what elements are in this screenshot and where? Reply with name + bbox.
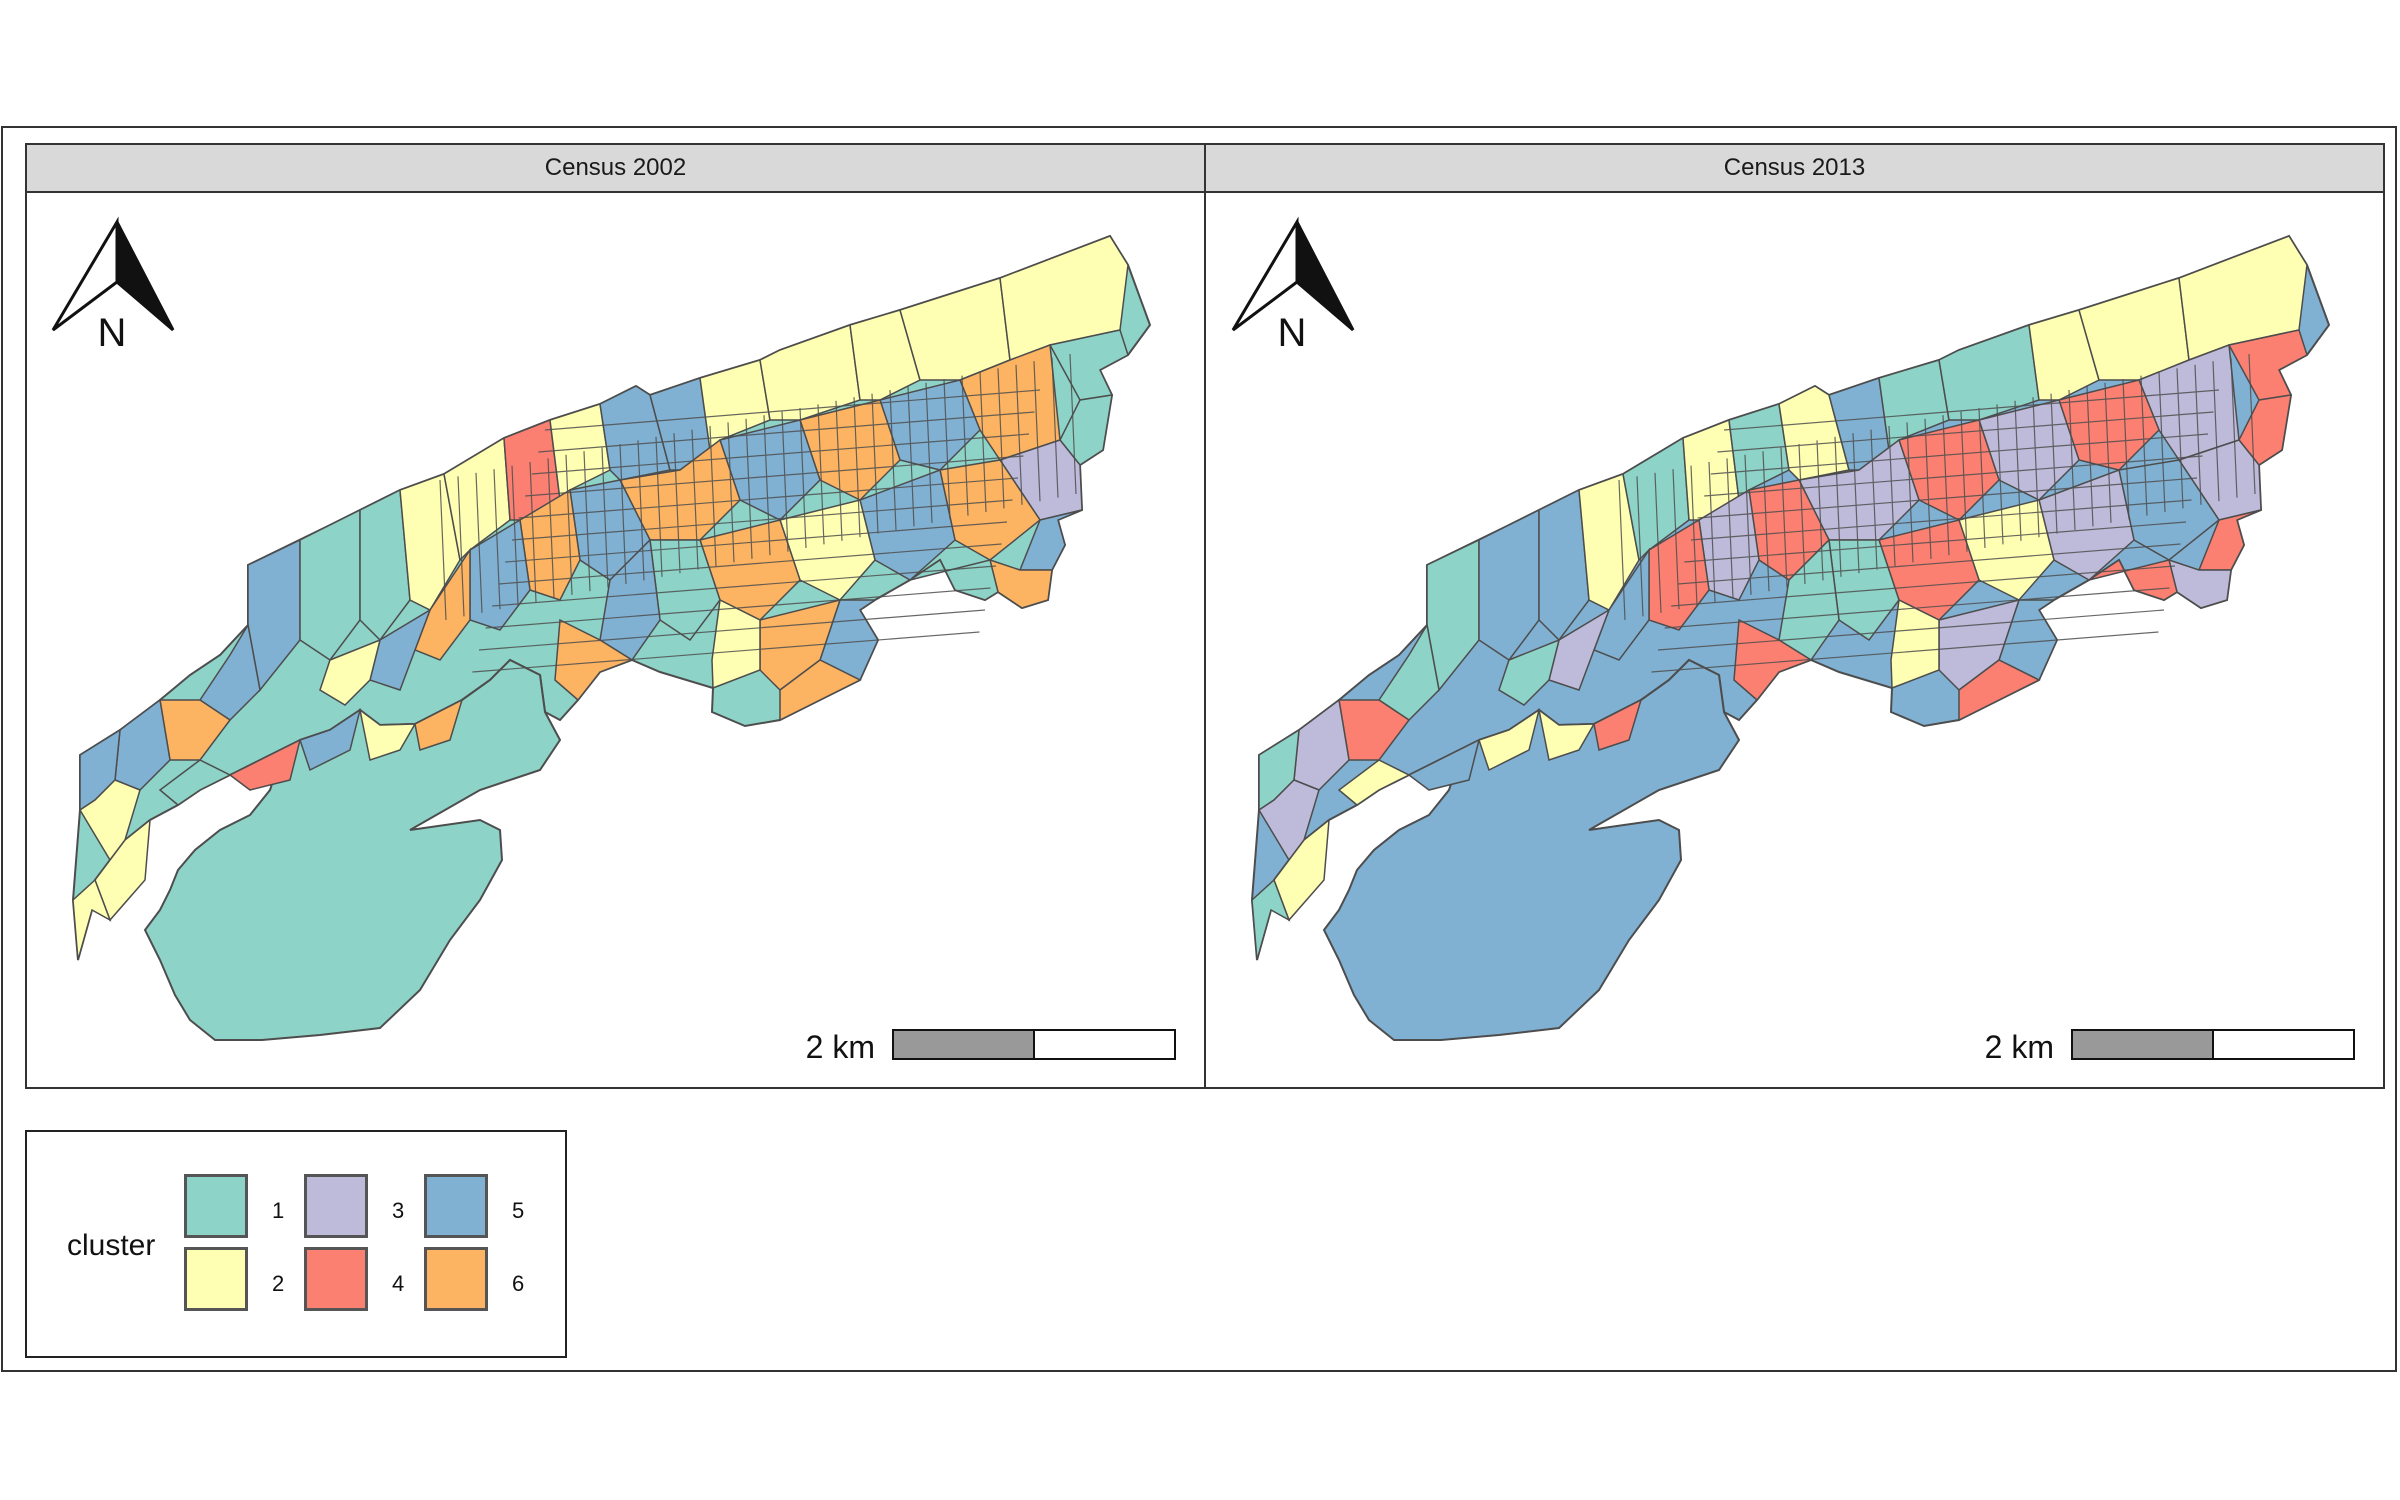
census-tract-2002-11 bbox=[849, 309, 921, 401]
census-tract-2013-39 bbox=[1890, 598, 1940, 690]
north-label-2013: N bbox=[1278, 311, 1307, 355]
census-tract-2002-52 bbox=[358, 708, 417, 761]
scale-segment-dark-2013 bbox=[2071, 1029, 2214, 1060]
legend-label-6: 6 bbox=[512, 1271, 525, 1296]
figure-frame bbox=[1, 126, 2397, 1372]
tract-subdivisions-2013 bbox=[1618, 353, 2256, 673]
census-tract-2013-11 bbox=[2028, 309, 2100, 401]
legend-label-4: 4 bbox=[392, 1271, 405, 1296]
census-tract-2013-52 bbox=[1537, 708, 1596, 761]
legend-key-4 bbox=[304, 1247, 368, 1311]
census-tract-2002-51 bbox=[299, 708, 362, 772]
scale-label-2002: 2 km bbox=[806, 1029, 875, 1065]
north-arrow-2002: N bbox=[51, 216, 175, 355]
legend-label-5: 5 bbox=[512, 1198, 525, 1223]
census-tract-2002-39 bbox=[711, 598, 761, 690]
tract-subdivisions-2002 bbox=[439, 353, 1077, 673]
census-tract-2013-40 bbox=[1958, 659, 2041, 722]
census-tract-2013-48 bbox=[1251, 878, 1291, 961]
census-tract-2013-0 bbox=[1426, 538, 1480, 692]
large-tract-2013 bbox=[1322, 658, 1741, 1041]
legend-key-5 bbox=[424, 1174, 488, 1238]
census-tract-2002-15 bbox=[1059, 394, 1113, 467]
census-tract-2013-36 bbox=[2088, 558, 2178, 601]
scale-bar-2013: 2 km bbox=[1985, 1029, 2355, 1065]
legend: cluster 1 2 3 4 5 6 bbox=[25, 1130, 567, 1358]
scale-label-2013: 2 km bbox=[1985, 1029, 2054, 1065]
census-tract-2013-53 bbox=[1593, 698, 1643, 751]
legend-label-3: 3 bbox=[392, 1198, 405, 1223]
census-tract-2002-36 bbox=[909, 558, 999, 601]
census-tract-2013-49 bbox=[1337, 759, 1411, 806]
census-tract-2002-48 bbox=[72, 878, 112, 961]
scale-bar-2002: 2 km bbox=[806, 1029, 1176, 1065]
legend-key-6 bbox=[424, 1247, 488, 1311]
census-tract-2002-40 bbox=[779, 659, 862, 722]
legend-key-3 bbox=[304, 1174, 368, 1238]
census-tract-2002-12 bbox=[899, 277, 1011, 381]
census-tract-2002-26 bbox=[319, 638, 382, 706]
north-arrow-right-2002 bbox=[115, 221, 175, 332]
census-tract-2013-15 bbox=[2238, 394, 2292, 467]
census-tract-2013-2 bbox=[1538, 488, 1590, 642]
census-tract-2002-53 bbox=[414, 698, 464, 751]
map-2013 bbox=[1250, 234, 2331, 1041]
large-tract-2002 bbox=[143, 658, 562, 1041]
legend-title: cluster bbox=[67, 1229, 156, 1262]
census-tract-2002-49 bbox=[158, 759, 232, 806]
census-tract-2013-51 bbox=[1478, 708, 1541, 772]
census-tract-2002-42 bbox=[198, 622, 261, 721]
census-tract-2002-0 bbox=[247, 538, 301, 692]
census-tract-2002-2 bbox=[359, 488, 411, 642]
legend-label-1: 1 bbox=[272, 1198, 285, 1223]
legend-key-2 bbox=[184, 1247, 248, 1311]
census-tract-2013-42 bbox=[1377, 622, 1440, 721]
map-2002 bbox=[71, 234, 1152, 1041]
census-tract-2002-50 bbox=[228, 738, 302, 791]
north-label-2002: N bbox=[98, 311, 127, 355]
legend-label-2: 2 bbox=[272, 1271, 285, 1296]
census-tract-2002-33 bbox=[599, 538, 661, 662]
north-arrow-2013: N bbox=[1231, 216, 1355, 355]
scale-segment-light-2002 bbox=[1033, 1029, 1176, 1060]
census-tract-2013-33 bbox=[1778, 538, 1840, 662]
legend-key-1 bbox=[184, 1174, 248, 1238]
census-tract-2013-50 bbox=[1407, 738, 1481, 791]
scale-segment-light-2013 bbox=[2212, 1029, 2355, 1060]
scale-segment-dark-2002 bbox=[892, 1029, 1035, 1060]
census-tract-2013-26 bbox=[1498, 638, 1561, 706]
census-tract-2013-12 bbox=[2078, 277, 2190, 381]
north-arrow-right-2013 bbox=[1295, 221, 1355, 332]
